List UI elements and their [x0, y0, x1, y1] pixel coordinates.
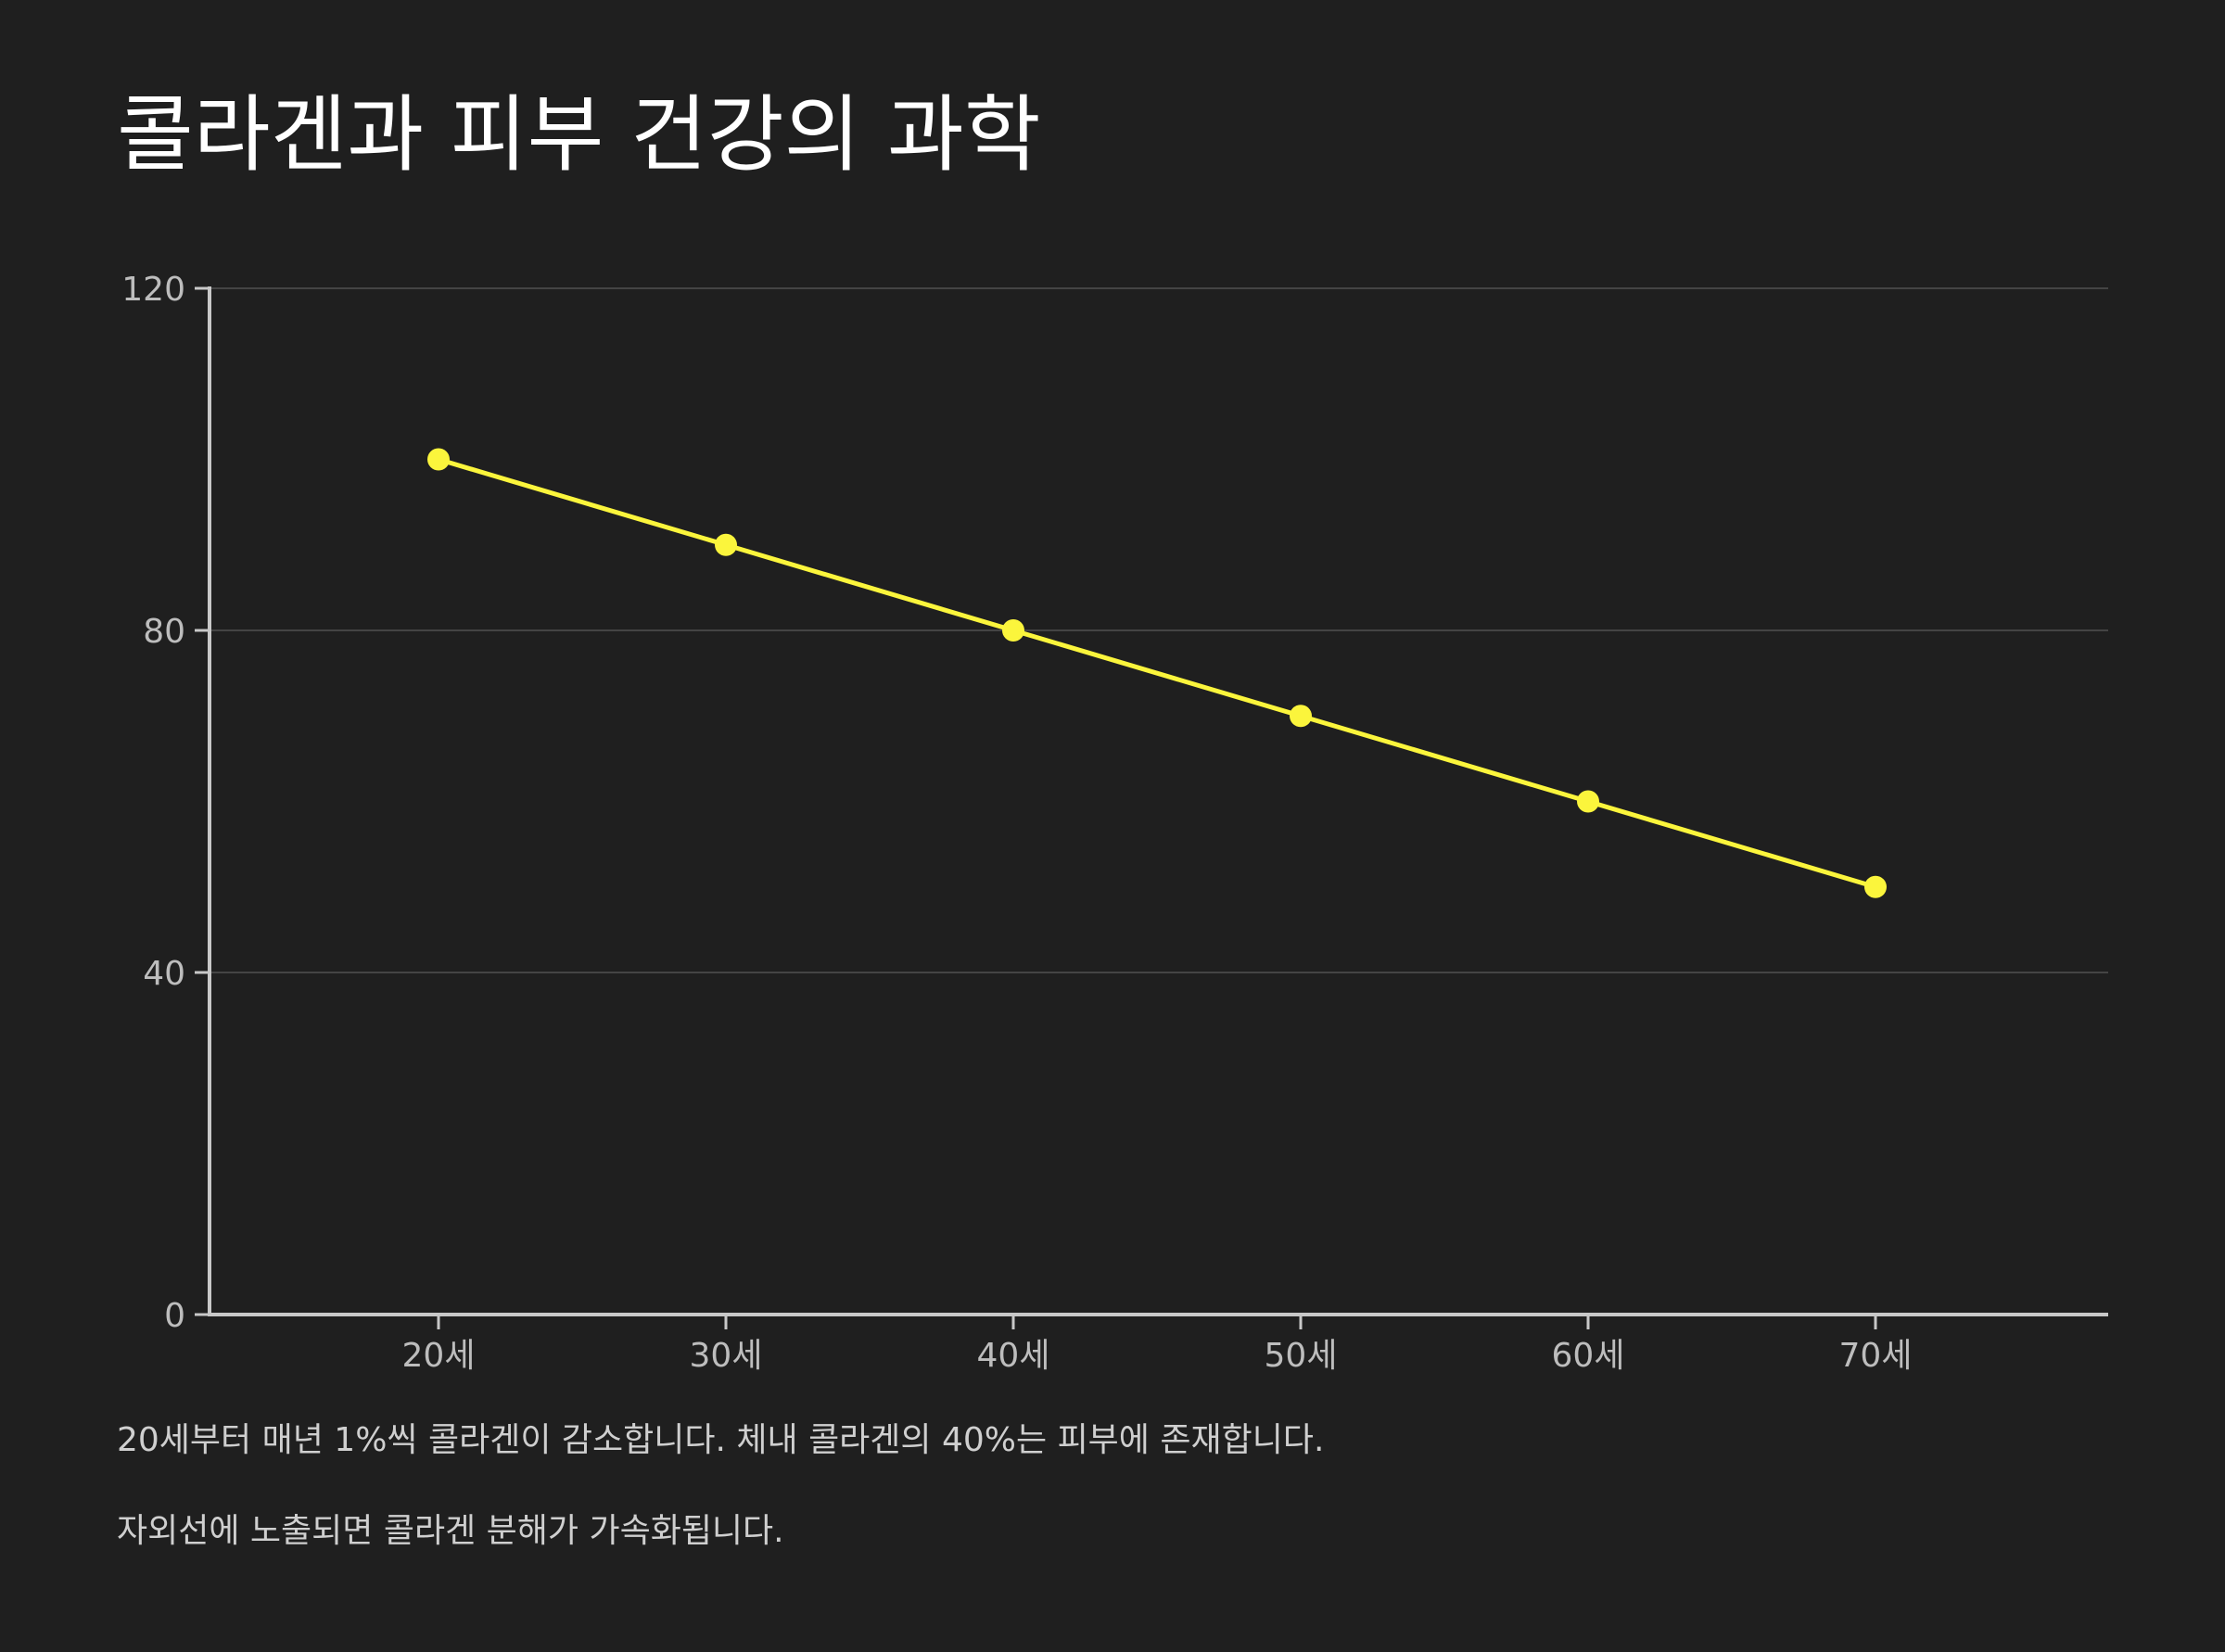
- y-tick-label-120: 120: [121, 271, 185, 309]
- data-point-30세: [715, 533, 737, 556]
- chart-note-uv-exposure: 자외선에 노출되면 콜라겐 분해가 가속화됩니다.: [117, 1512, 784, 1550]
- x-tick-label-2: 40세: [977, 1337, 1050, 1375]
- x-tick-label-4: 60세: [1552, 1337, 1625, 1375]
- x-tick-label-3: 50세: [1265, 1337, 1338, 1375]
- y-tick-label-40: 40: [143, 955, 185, 993]
- y-tick-label-0: 0: [164, 1297, 185, 1335]
- x-tick-label-5: 70세: [1839, 1337, 1913, 1375]
- chart-note-collagen-decline: 20세부터 매년 1%씩 콜라겐이 감소합니다. 체내 콜라겐의 40%는 피부…: [117, 1421, 1325, 1459]
- x-tick-label-0: 20세: [402, 1337, 476, 1375]
- data-point-20세: [427, 448, 450, 471]
- y-tick-label-80: 80: [143, 613, 185, 651]
- series-line-0: [436, 457, 1878, 890]
- chart-title: 콜라겐과 피부 건강의 과학: [117, 86, 1041, 184]
- data-point-60세: [1577, 790, 1599, 813]
- data-point-70세: [1864, 875, 1887, 898]
- x-tick-label-1: 30세: [690, 1337, 763, 1375]
- data-point-50세: [1290, 705, 1312, 728]
- data-point-40세: [1002, 619, 1024, 642]
